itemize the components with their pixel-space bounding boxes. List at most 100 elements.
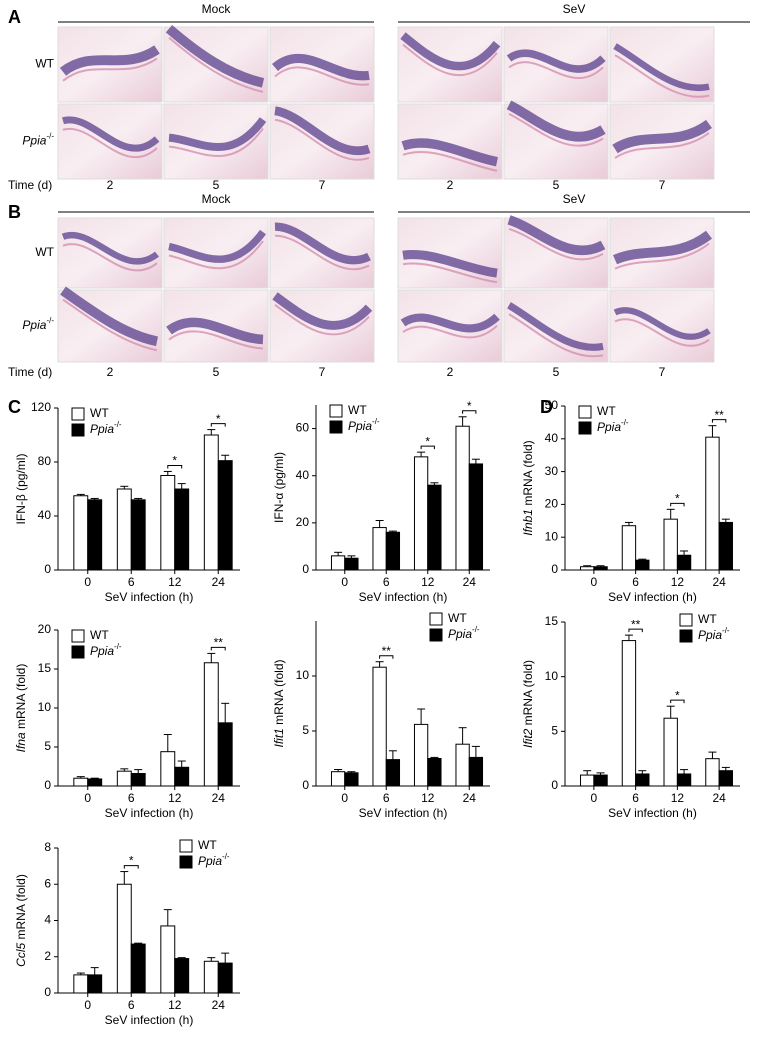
x-tick-label: 12 <box>168 791 182 805</box>
legend-swatch <box>329 404 343 418</box>
significance-bracket <box>462 410 477 414</box>
row-label-sup: -/- <box>46 132 54 141</box>
x-tick-label: 6 <box>383 791 390 805</box>
bar <box>427 484 442 571</box>
panel-label: C <box>8 397 21 417</box>
x-tick-label: 12 <box>168 575 182 589</box>
y-axis-label-text: IFN-β (pg/ml) <box>14 454 28 525</box>
legend-label: Ppia-/- <box>198 852 230 868</box>
bar <box>372 666 387 787</box>
tissue-stroma <box>168 36 264 93</box>
bar <box>160 475 176 571</box>
bar <box>160 925 176 994</box>
x-tick-label: 24 <box>463 791 477 805</box>
y-axis-label: Ifna mRNA (fold) <box>14 664 28 753</box>
tissue-epithelium <box>168 117 267 151</box>
tissue-epithelium <box>166 317 264 345</box>
y-axis-label: Ccl5 mRNA (fold) <box>14 874 28 967</box>
significance-bracket <box>670 699 685 704</box>
tissue-stroma <box>402 262 498 284</box>
legend-label-sup: -/- <box>114 642 122 651</box>
bar <box>174 766 190 787</box>
legend-label: WT <box>348 403 367 417</box>
time-label: 7 <box>659 365 666 379</box>
panel-label: A <box>8 7 21 27</box>
x-axis-label: SeV infection (h) <box>359 806 448 820</box>
bar <box>455 425 470 571</box>
legend-label-main: Ppia <box>198 854 222 868</box>
significance-bracket <box>711 419 727 423</box>
tissue-epithelium <box>165 24 265 88</box>
x-tick-label: 0 <box>341 575 348 589</box>
time-axis-label: Time (d) <box>8 365 52 379</box>
time-label: 5 <box>213 178 220 192</box>
tissue-epithelium <box>613 43 710 92</box>
y-axis-label: Ifit2 mRNA (fold) <box>521 660 535 748</box>
time-label: 2 <box>107 365 114 379</box>
bar <box>705 758 720 787</box>
y-tick-label: 20 <box>296 515 310 529</box>
legend-label-sup: -/- <box>472 625 480 634</box>
bar <box>468 756 484 787</box>
bar <box>385 531 401 571</box>
tissue-epithelium <box>59 45 160 76</box>
legend-swatch <box>71 423 85 437</box>
row-label: Ppia-/- <box>22 316 54 332</box>
x-tick-label: 12 <box>421 575 435 589</box>
tissue-stroma <box>508 227 604 261</box>
legend-label: Ppia-/- <box>448 625 480 641</box>
x-tick-label: 0 <box>84 791 91 805</box>
tissue-epithelium <box>60 286 159 347</box>
tissue-stroma <box>168 127 264 157</box>
bar <box>217 722 233 787</box>
bar <box>203 960 219 994</box>
y-axis-label-gene: Ifit2 <box>521 728 535 748</box>
bar <box>372 527 387 571</box>
tissue-stroma <box>62 127 158 158</box>
x-tick-label: 0 <box>84 998 91 1012</box>
y-axis-label: Ifnb1 mRNA (fold) <box>521 440 535 535</box>
bar <box>73 777 89 787</box>
y-tick-label: 4 <box>44 913 51 927</box>
legend-label: Ppia-/- <box>597 418 629 434</box>
bar <box>217 962 233 994</box>
legend-label-main: Ppia <box>698 628 722 642</box>
legend-swatch <box>679 629 693 643</box>
y-tick-label: 0 <box>44 562 51 576</box>
histology-image <box>57 103 163 180</box>
y-tick-label: 40 <box>296 468 310 482</box>
tissue-stroma <box>614 318 710 347</box>
significance-label: * <box>425 434 430 448</box>
bar <box>413 456 429 571</box>
y-tick-label: 40 <box>545 431 559 445</box>
y-axis-label: IFN-α (pg/ml) <box>272 452 286 523</box>
tissue-epithelium <box>274 106 371 156</box>
y-axis-label-text: mRNA (fold) <box>521 660 535 729</box>
legend-label: WT <box>698 612 717 626</box>
y-tick-label: 30 <box>545 464 559 478</box>
x-tick-label: 0 <box>341 791 348 805</box>
bar <box>718 521 733 571</box>
tissue-epithelium <box>401 138 498 167</box>
tissue-stroma <box>614 54 710 98</box>
bar <box>130 773 146 787</box>
bar <box>130 499 146 571</box>
row-label-sup: -/- <box>46 316 54 325</box>
histology-image <box>503 289 609 363</box>
tissue-epithelium <box>62 116 160 152</box>
legend-swatch <box>429 628 443 642</box>
significance-label: * <box>172 454 177 468</box>
legend-swatch <box>71 407 85 421</box>
bar <box>73 974 89 994</box>
tissue-epithelium <box>168 229 266 263</box>
tissue-stroma <box>274 234 370 271</box>
group-header: Mock <box>202 2 232 16</box>
row-label-main: Ppia <box>22 318 46 332</box>
bar <box>174 958 190 994</box>
tissue-epithelium <box>271 53 370 81</box>
significance-label: ** <box>714 408 724 422</box>
bar <box>203 662 219 787</box>
tissue-stroma <box>402 324 498 339</box>
x-tick-label: 24 <box>212 791 226 805</box>
